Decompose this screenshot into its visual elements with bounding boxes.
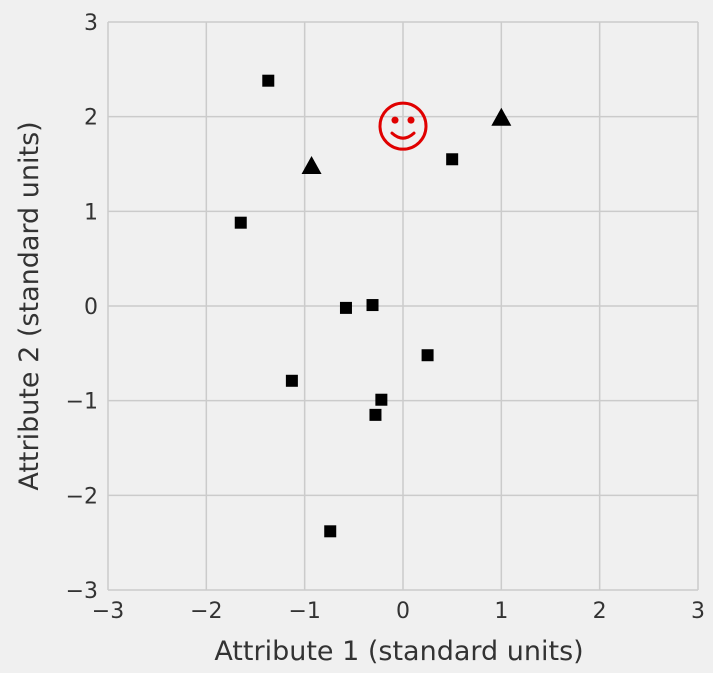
data-point-square bbox=[375, 393, 388, 406]
y-tick-label: −2 bbox=[66, 484, 98, 509]
x-tick-label: −3 bbox=[92, 599, 124, 624]
data-point-square bbox=[446, 153, 459, 166]
y-tick-label: −1 bbox=[66, 390, 98, 415]
data-point-square bbox=[285, 374, 298, 387]
x-axis-label: Attribute 1 (standard units) bbox=[214, 636, 583, 667]
smiley-left-eye bbox=[391, 116, 399, 124]
x-tick-labels: −3 −2 −1 0 1 2 3 bbox=[92, 599, 705, 624]
data-point-square bbox=[366, 299, 379, 312]
x-tick-label: 1 bbox=[494, 599, 508, 624]
data-point-triangle bbox=[491, 107, 512, 126]
series-triangle bbox=[301, 107, 512, 175]
data-point-triangle bbox=[301, 156, 322, 175]
y-axis-label: Attribute 2 (standard units) bbox=[14, 121, 45, 490]
x-tick-label: −1 bbox=[288, 599, 320, 624]
y-tick-label: 2 bbox=[84, 106, 98, 131]
smiley-face-outline bbox=[378, 101, 428, 151]
y-tick-label: −3 bbox=[66, 579, 98, 604]
data-point-square bbox=[324, 525, 337, 538]
data-point-square bbox=[369, 408, 382, 421]
data-point-square bbox=[262, 74, 275, 87]
data-point-square bbox=[339, 301, 352, 314]
y-tick-label: 3 bbox=[84, 11, 98, 36]
x-tick-label: 2 bbox=[593, 599, 607, 624]
x-tick-label: −2 bbox=[190, 599, 222, 624]
data-point-square bbox=[421, 349, 434, 362]
smiley-icon bbox=[378, 101, 428, 151]
y-tick-label: 1 bbox=[84, 200, 98, 225]
data-point-square bbox=[234, 216, 247, 229]
y-tick-label: 0 bbox=[84, 295, 98, 320]
x-tick-label: 0 bbox=[396, 599, 410, 624]
smiley-mouth bbox=[390, 131, 416, 140]
gridlines bbox=[107, 21, 699, 591]
series-square bbox=[234, 74, 459, 538]
y-tick-labels: −3 −2 −1 0 1 2 3 bbox=[66, 11, 98, 604]
x-tick-label: 3 bbox=[691, 599, 705, 624]
smiley-right-eye bbox=[407, 116, 415, 124]
